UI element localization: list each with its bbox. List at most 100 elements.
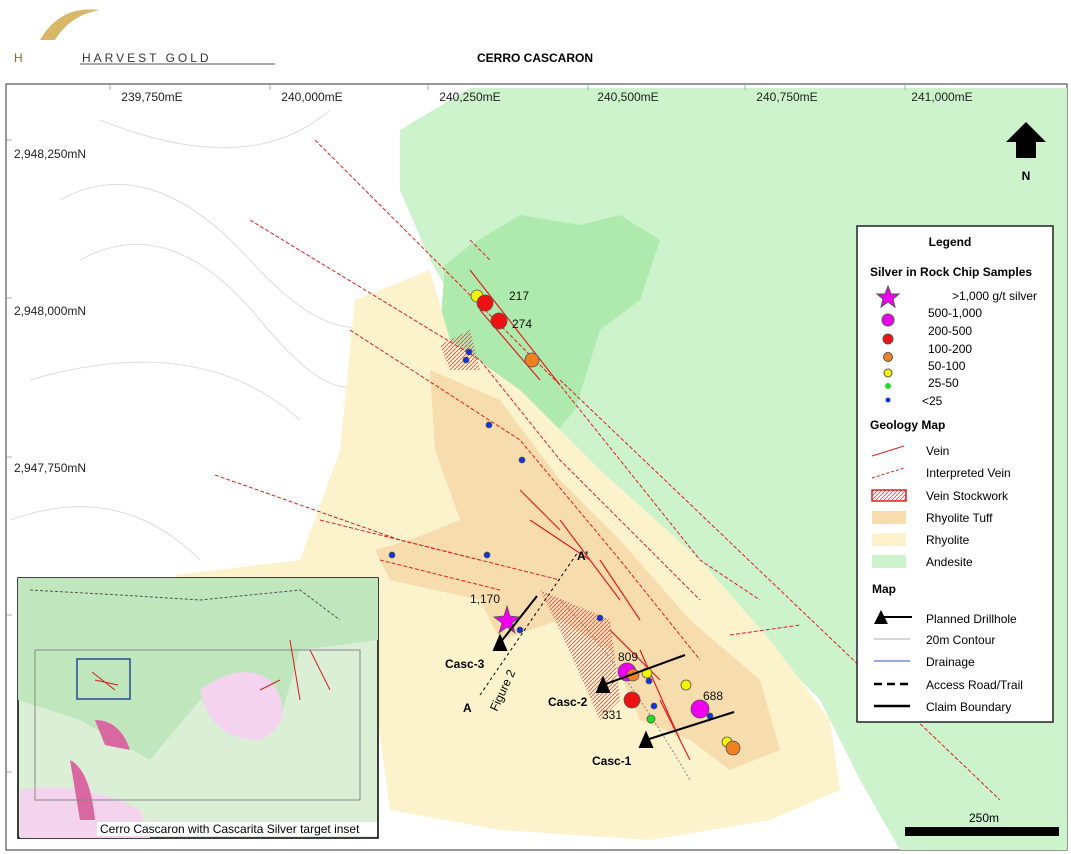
legend-item: >1,000 g/t silver (952, 289, 1037, 303)
legend-item: Access Road/Trail (926, 678, 1023, 692)
legend-title: Legend (929, 235, 972, 249)
map-shape (479, 309, 541, 381)
grid-labels: 239,750mE 240,000mE 240,250mE 240,500mE … (14, 90, 973, 475)
map-shape (690, 699, 710, 719)
map-shape (875, 284, 901, 309)
x-coord-label: 241,000mE (911, 90, 972, 104)
map-shape (319, 519, 481, 561)
inset-caption: Cerro Cascaron with Cascarita Silver tar… (100, 822, 360, 836)
inset: Cerro Cascaron with Cascarita Silver tar… (17, 577, 379, 839)
map-shape (524, 352, 540, 368)
map-shape (885, 383, 891, 389)
drillholes (479, 551, 735, 748)
map-shape (883, 368, 893, 378)
map-shape (885, 397, 891, 403)
map-shape (479, 551, 579, 696)
map-shape (680, 679, 692, 691)
legend-item: Rhyolite (926, 533, 970, 547)
map-shape (34, 649, 361, 801)
map-shape (595, 675, 611, 693)
legend-item: Drainage (926, 655, 975, 669)
legend-heading: Geology Map (870, 418, 945, 432)
sample-label: 217 (509, 289, 529, 303)
map-shape (516, 626, 524, 634)
legend-heading: Silver in Rock Chip Samples (870, 265, 1032, 279)
drillhole-label: Casc-1 (592, 754, 632, 768)
map-shape (872, 555, 906, 568)
stockwork (440, 330, 480, 370)
map-shape (596, 614, 604, 622)
map-shape (314, 139, 761, 601)
map-shape (388, 551, 396, 559)
sample-label: 274 (512, 317, 532, 331)
logo-mark: H (14, 51, 23, 65)
map-shape (249, 219, 701, 601)
y-coord-label: 2,948,250mN (14, 147, 86, 161)
map-shape (379, 559, 501, 591)
x-coord-label: 240,500mE (597, 90, 658, 104)
legend: Legend Silver in Rock Chip Samples >1,00… (856, 225, 1054, 723)
map-shape (645, 711, 735, 741)
legend-item: 100-200 (928, 342, 972, 356)
title: CERRO CASCARON (477, 51, 593, 65)
grid-ticks (6, 84, 906, 773)
legend-item: Interpreted Vein (926, 466, 1011, 480)
north-arrow (1006, 122, 1046, 158)
map-shape (646, 714, 656, 724)
sample-label: 1,170 (470, 592, 500, 606)
map-shape (559, 519, 621, 601)
section-label: A’ (577, 549, 588, 563)
map-shape (70, 760, 95, 820)
x-coord-label: 240,750mE (756, 90, 817, 104)
map-shape (9, 506, 201, 561)
map-shape (599, 559, 641, 621)
star-sample (492, 604, 522, 635)
sample-label: 331 (602, 708, 622, 722)
map-shape (99, 109, 331, 149)
map-shape (874, 610, 888, 624)
x-coord-label: 239,750mE (121, 90, 182, 104)
map-shape (469, 239, 491, 261)
map-shape (639, 649, 681, 741)
legend-item: Vein (926, 444, 949, 458)
legend-item: 20m Contour (926, 633, 995, 647)
logo: H HARVEST GOLD (14, 9, 275, 65)
map-shape (462, 356, 470, 364)
legend-item: Andesite (926, 555, 973, 569)
map-shape (871, 467, 905, 479)
map-shape (97, 822, 377, 836)
rhyolite-tuff (375, 370, 780, 770)
legend-item: 25-50 (928, 376, 959, 390)
legend-item: 200-500 (928, 324, 972, 338)
legend-item: <25 (922, 394, 943, 408)
legend-item: 50-100 (928, 359, 966, 373)
map-shape (871, 445, 905, 457)
y-coord-label: 2,947,750mN (14, 461, 86, 475)
map-shape (29, 361, 301, 421)
legend-item: Planned Drillhole (926, 612, 1017, 626)
map-shape (519, 489, 561, 531)
map-shape (529, 519, 591, 561)
map-shape (881, 313, 895, 327)
sample-label: 809 (618, 650, 638, 664)
legend-item: Rhyolite Tuff (926, 511, 993, 525)
north-label: N (1022, 169, 1031, 183)
map-shape (638, 730, 654, 748)
map-shape (476, 294, 494, 312)
scale-label: 250m (969, 811, 999, 825)
legend-item: 500-1,000 (928, 306, 982, 320)
drillhole-label: Casc-2 (548, 695, 588, 709)
x-coord-label: 240,000mE (281, 90, 342, 104)
map-shape (485, 421, 493, 429)
sample-label: 688 (703, 689, 723, 703)
map-shape (518, 456, 526, 464)
scale-bar (905, 827, 1059, 836)
map-shape (871, 489, 907, 502)
map-shape (492, 633, 508, 651)
section-label: A (463, 701, 472, 715)
map-shape (349, 329, 701, 661)
legend-item: Claim Boundary (926, 700, 1011, 714)
map-shape (872, 511, 906, 524)
map-shape (18, 578, 378, 838)
map-shape (40, 9, 100, 40)
